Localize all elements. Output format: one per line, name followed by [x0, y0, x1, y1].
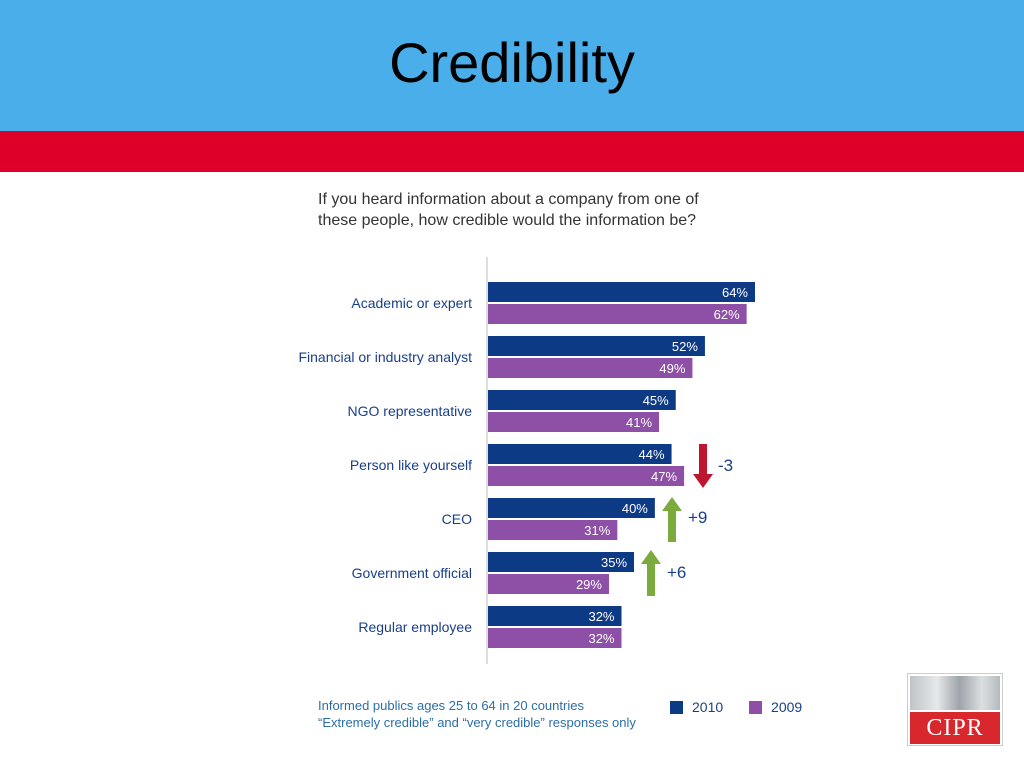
bar-2010-ngo-representative [488, 390, 676, 410]
bar-2010-person-like-yourself [488, 444, 672, 464]
change-label-government-official: +6 [667, 563, 686, 582]
arrow-up-icon-ceo [662, 497, 682, 542]
bar-2010-regular-employee [488, 606, 622, 626]
bar-2010-financial-or-industry-analyst [488, 336, 705, 356]
value-label-2009-government-official: 29% [576, 577, 602, 592]
category-label-academic-or-expert: Academic or expert [351, 295, 472, 311]
value-label-2010-academic-or-expert: 64% [722, 285, 748, 300]
bar-2009-person-like-yourself [488, 466, 685, 486]
value-label-2010-ngo-representative: 45% [643, 393, 669, 408]
category-label-ceo: CEO [442, 511, 472, 527]
chart-question: If you heard information about a company… [318, 189, 778, 231]
change-label-ceo: +9 [688, 508, 707, 527]
legend-label-2009: 2009 [771, 699, 803, 715]
legend-swatch-2010 [670, 700, 683, 714]
bar-2010-academic-or-expert [488, 282, 755, 302]
value-label-2010-government-official: 35% [601, 555, 627, 570]
category-label-person-like-yourself: Person like yourself [350, 457, 472, 473]
arrow-down-icon-person-like-yourself [693, 444, 713, 488]
footnote-line-2: “Extremely credible” and “very credible”… [318, 715, 636, 730]
arrow-up-icon-government-official [641, 550, 661, 596]
bar-2009-ceo [488, 520, 618, 540]
value-label-2009-regular-employee: 32% [588, 631, 614, 646]
footnote-line-1: Informed publics ages 25 to 64 in 20 cou… [318, 698, 584, 713]
category-label-government-official: Government official [352, 565, 472, 581]
legend-swatch-2009 [749, 700, 763, 714]
legend: 2010 2009 [670, 699, 824, 717]
footnote: Informed publics ages 25 to 64 in 20 cou… [318, 697, 678, 731]
bar-2010-government-official [488, 552, 635, 572]
question-line-2: these people, how credible would the inf… [318, 212, 697, 229]
bar-2009-government-official [488, 574, 609, 594]
value-label-2009-academic-or-expert: 62% [714, 307, 740, 322]
value-label-2009-person-like-yourself: 47% [651, 469, 677, 484]
change-label-person-like-yourself: -3 [718, 456, 733, 475]
legend-item-2010: 2010 [670, 699, 723, 715]
red-band [0, 131, 1024, 172]
category-label-ngo-representative: NGO representative [348, 403, 473, 419]
category-label-financial-or-industry-analyst: Financial or industry analyst [298, 349, 472, 365]
value-label-2010-person-like-yourself: 44% [639, 447, 665, 462]
logo-text: CIPR [910, 712, 1000, 744]
category-label-regular-employee: Regular employee [358, 619, 472, 635]
value-label-2009-ceo: 31% [584, 523, 610, 538]
question-line-1: If you heard information about a company… [318, 191, 699, 208]
bar-2009-regular-employee [488, 628, 622, 648]
bar-2009-academic-or-expert [488, 304, 747, 324]
legend-item-2009: 2009 [749, 699, 802, 715]
value-label-2009-financial-or-industry-analyst: 49% [659, 361, 685, 376]
bar-2009-ngo-representative [488, 412, 660, 432]
bar-2009-financial-or-industry-analyst [488, 358, 693, 378]
bar-2010-ceo [488, 498, 655, 518]
value-label-2010-ceo: 40% [622, 501, 648, 516]
legend-label-2010: 2010 [692, 699, 724, 715]
header-band [0, 0, 1024, 131]
value-label-2010-financial-or-industry-analyst: 52% [672, 339, 698, 354]
cipr-logo: CIPR [907, 673, 1003, 746]
value-label-2009-ngo-representative: 41% [626, 415, 652, 430]
slide-title: Credibility [389, 31, 635, 94]
logo-emblem [910, 676, 1000, 710]
value-label-2010-regular-employee: 32% [588, 609, 614, 624]
